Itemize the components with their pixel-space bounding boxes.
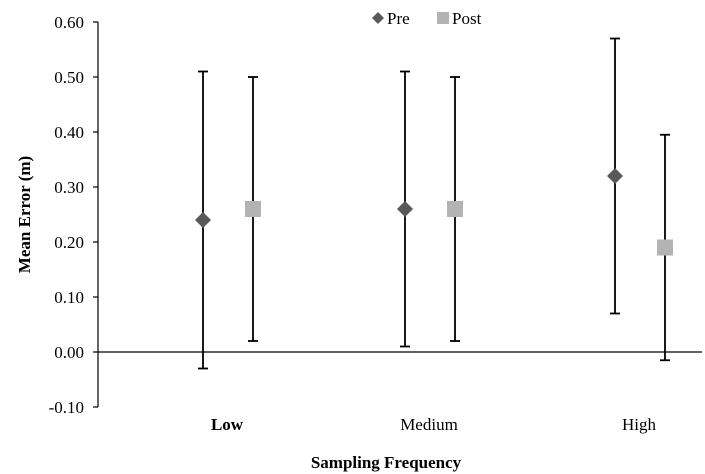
y-tick-label: 0.10: [54, 288, 84, 307]
data-marks: [195, 37, 673, 370]
legend-marker-pre: [372, 12, 384, 24]
y-tick-label: 0.30: [54, 178, 84, 197]
y-axis-title: Mean Error (m): [15, 156, 34, 273]
category-label-medium: Medium: [400, 415, 458, 434]
legend: Pre Post: [372, 9, 482, 28]
axes: [97, 22, 702, 407]
point-post: [245, 201, 261, 217]
legend-label-post: Post: [452, 9, 482, 28]
y-tick-label: 0.00: [54, 343, 84, 362]
point-pre: [607, 168, 623, 184]
legend-marker-post: [437, 12, 449, 24]
point-pre: [195, 212, 211, 228]
category-label-low: Low: [211, 415, 244, 434]
y-tick-label: 0.20: [54, 233, 84, 252]
point-post: [447, 201, 463, 217]
point-post: [657, 239, 673, 256]
legend-label-pre: Pre: [387, 9, 410, 28]
y-tick-label: 0.50: [54, 68, 84, 87]
point-pre: [397, 201, 413, 217]
y-ticks: -0.10 0.00 0.10 0.20 0.30 0.40 0.50 0.60: [49, 13, 98, 417]
x-axis-title: Sampling Frequency: [311, 453, 462, 472]
category-label-high: High: [622, 415, 657, 434]
y-tick-label: 0.40: [54, 123, 84, 142]
category-labels: Low Medium High: [211, 415, 657, 434]
y-tick-label: 0.60: [54, 13, 84, 32]
y-tick-label: -0.10: [49, 398, 84, 417]
